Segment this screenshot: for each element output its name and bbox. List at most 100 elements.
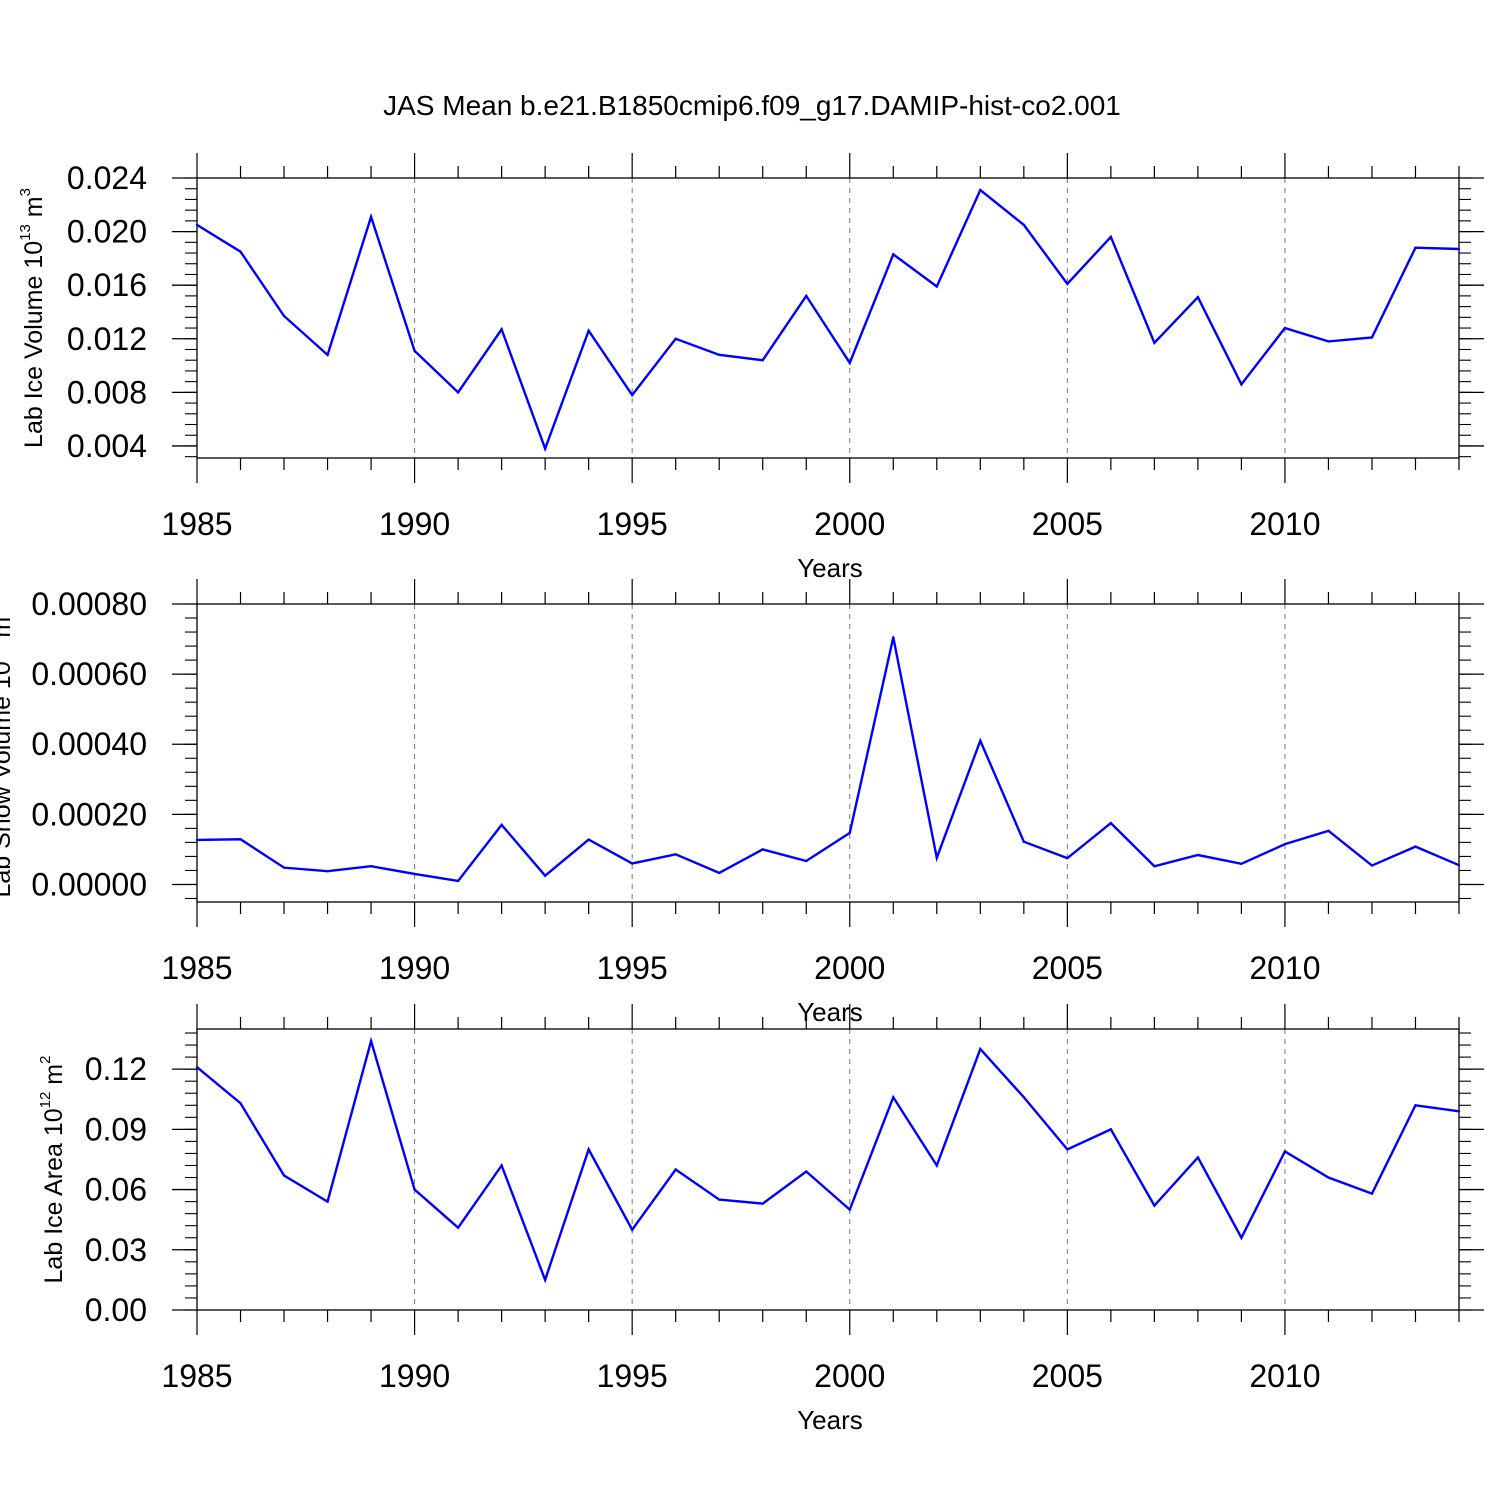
y-axis-label: Lab Ice Area 1012 m2 xyxy=(37,1056,68,1284)
data-point xyxy=(239,250,242,253)
data-point xyxy=(1022,1096,1026,1099)
data-point xyxy=(369,1039,373,1043)
data-point xyxy=(718,353,721,357)
x-tick-label: 2000 xyxy=(814,1358,885,1394)
data-point xyxy=(326,353,329,357)
x-tick-label: 1985 xyxy=(161,1358,232,1394)
x-tick-label: 2005 xyxy=(1032,950,1103,986)
data-point xyxy=(1109,821,1113,825)
y-axis-label-unit: m xyxy=(20,196,48,224)
y-tick-label: 0.00020 xyxy=(31,796,147,832)
data-point xyxy=(1196,1156,1200,1159)
x-tick-label: 2010 xyxy=(1249,950,1320,986)
y-tick-label: 0.00 xyxy=(85,1292,147,1328)
y-axis-label-text: Lab Ice Area 10 xyxy=(40,1108,68,1283)
x-tick-label: 2005 xyxy=(1032,1358,1103,1394)
data-point xyxy=(239,838,242,841)
x-tick-label: 2000 xyxy=(814,506,885,542)
data-point xyxy=(195,1065,199,1069)
data-point xyxy=(413,349,416,353)
x-tick-label: 2005 xyxy=(1032,506,1103,542)
y-tick-label: 0.016 xyxy=(67,267,147,303)
x-tick-label: 1995 xyxy=(597,506,668,542)
y-axis-label: Lab Snow Volume 1013 m3 xyxy=(0,608,16,897)
plot-frame xyxy=(196,1028,1460,1311)
panel-ice-volume: 1985 1990 1995 2000 2005 2010 Years 0.004 0.008 0… xyxy=(17,153,1484,583)
y-tick-label: 0.06 xyxy=(85,1172,147,1208)
data-point xyxy=(326,1200,329,1203)
data-point xyxy=(587,1148,590,1151)
x-tick-label: 1990 xyxy=(379,950,450,986)
data-point xyxy=(805,859,808,863)
plot-frame xyxy=(196,603,1460,903)
data-point xyxy=(761,1202,764,1205)
data-point xyxy=(1153,865,1156,868)
data-point xyxy=(979,188,982,192)
y-tick-label: 0.00040 xyxy=(31,726,147,762)
data-point xyxy=(805,1170,808,1173)
data-point xyxy=(413,1188,416,1191)
y-tick-label: 0.00080 xyxy=(31,586,147,622)
y-axis-label-unit: m xyxy=(0,617,16,645)
y-tick-label: 0.03 xyxy=(85,1232,147,1268)
panel-ice-area: 1985 1990 1995 2000 2005 2010 Years 0.00 0.03 0.0… xyxy=(37,1004,1484,1435)
data-point xyxy=(1196,853,1200,857)
data-point xyxy=(1022,223,1026,227)
data-point xyxy=(848,831,851,835)
data-point xyxy=(1066,856,1069,860)
x-tick-label: 1995 xyxy=(597,1358,668,1394)
chart-title: JAS Mean b.e21.B1850cmip6.f09_g17.DAMIP-… xyxy=(383,90,1121,121)
data-point xyxy=(630,1228,634,1231)
y-axis-label-text: Lab Ice Volume 10 xyxy=(20,241,48,448)
x-tick-label: 1995 xyxy=(597,950,668,986)
data-point xyxy=(413,872,416,876)
y-axis-label-unit-exponent: 3 xyxy=(0,608,2,616)
y-tick-label: 0.12 xyxy=(85,1051,147,1087)
x-tick-label: 2000 xyxy=(814,950,885,986)
data-point xyxy=(369,215,373,219)
y-axis-label: Lab Ice Volume 1013 m3 xyxy=(17,188,48,448)
x-tick-label: 2010 xyxy=(1249,1358,1320,1394)
data-point xyxy=(1370,864,1374,867)
x-axis-label: Years xyxy=(797,553,863,583)
data-point xyxy=(892,253,895,256)
data-point xyxy=(848,1208,851,1211)
data-point xyxy=(935,285,938,288)
data-point xyxy=(935,1164,938,1167)
data-point xyxy=(1327,829,1330,833)
data-point xyxy=(587,329,590,332)
data-point xyxy=(1240,862,1243,865)
x-tick-label: 1985 xyxy=(161,506,232,542)
data-point xyxy=(1414,1104,1417,1107)
y-axis-label-text: Lab Snow Volume 10 xyxy=(0,661,16,897)
series-line-lab-ice-area xyxy=(196,1036,1460,1284)
data-point xyxy=(282,314,286,318)
data-point xyxy=(718,871,721,875)
y-tick-label: 0.00060 xyxy=(31,656,147,692)
y-axis-label-unit: m xyxy=(40,1064,68,1092)
y-tick-label: 0.09 xyxy=(85,1111,147,1147)
data-point xyxy=(195,223,199,227)
y-tick-label: 0.024 xyxy=(67,160,147,196)
y-tick-label: 0.008 xyxy=(67,374,147,410)
y-axis-label-unit-exponent: 2 xyxy=(37,1056,54,1064)
data-point xyxy=(543,1278,547,1282)
x-tick-label: 1990 xyxy=(379,506,450,542)
data-point xyxy=(1414,845,1417,848)
data-point xyxy=(543,447,547,450)
data-point xyxy=(805,294,808,298)
data-point xyxy=(369,865,373,868)
data-point xyxy=(1327,1176,1330,1179)
data-point xyxy=(1370,1192,1374,1195)
data-point xyxy=(718,1198,721,1201)
data-point xyxy=(935,856,938,860)
y-tick-label: 0.004 xyxy=(67,428,147,464)
data-point xyxy=(239,1102,242,1105)
data-point xyxy=(674,1168,677,1171)
data-point xyxy=(543,874,547,877)
data-point xyxy=(1196,296,1200,299)
data-point xyxy=(1457,863,1461,867)
data-point xyxy=(1283,1150,1287,1153)
series-line-lab-snow-volume xyxy=(196,637,1460,883)
